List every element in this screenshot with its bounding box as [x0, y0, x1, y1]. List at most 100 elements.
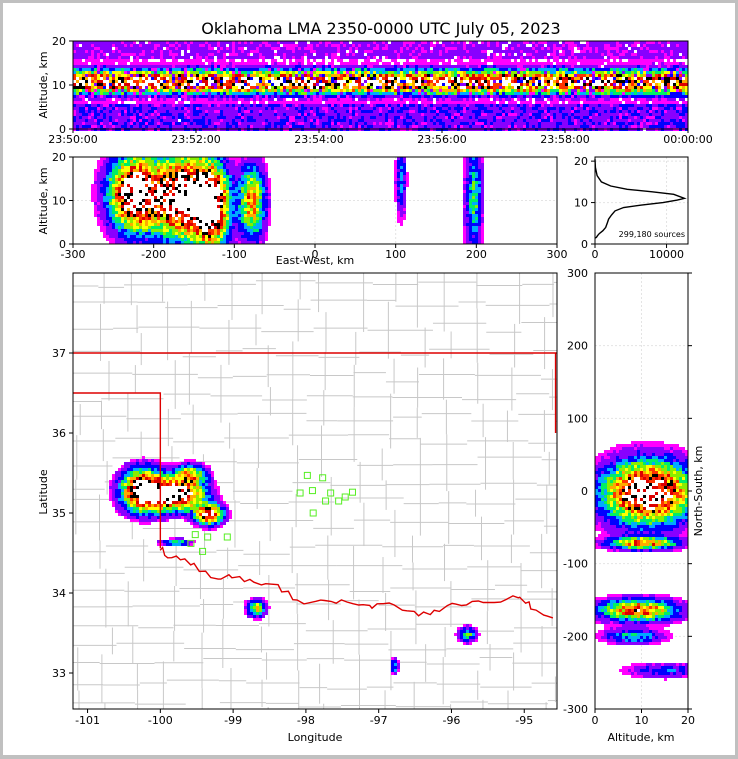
density-cell: [517, 125, 520, 128]
density-cell: [487, 71, 490, 74]
density-cell: [514, 68, 517, 71]
density-cell: [367, 116, 370, 119]
density-cell: [298, 44, 301, 47]
density-cell: [430, 44, 433, 47]
density-cell: [418, 122, 421, 125]
density-cell: [376, 68, 379, 71]
density-cell: [214, 122, 217, 125]
density-cell: [526, 53, 529, 56]
density-cell: [79, 113, 82, 116]
density-cell: [565, 122, 568, 125]
density-cell: [451, 110, 454, 113]
density-cell: [223, 56, 226, 59]
density-cell: [466, 89, 469, 92]
density-cell: [400, 74, 403, 77]
density-cell: [223, 62, 226, 65]
density-cell: [577, 47, 580, 50]
density-cell: [160, 89, 163, 92]
density-cell: [457, 89, 460, 92]
density-cell: [304, 47, 307, 50]
density-cell: [88, 44, 91, 47]
density-cell: [376, 89, 379, 92]
density-cell: [580, 125, 583, 128]
density-cell: [253, 119, 256, 122]
density-cell: [295, 107, 298, 110]
density-cell: [484, 65, 487, 68]
density-cell: [247, 44, 250, 47]
density-cell: [310, 74, 313, 77]
density-cell: [406, 50, 409, 53]
density-cell: [205, 74, 208, 77]
density-cell: [328, 44, 331, 47]
density-cell: [190, 104, 193, 107]
density-cell: [268, 41, 271, 44]
density-cell: [121, 110, 124, 113]
density-cell: [559, 107, 562, 110]
density-cell: [136, 86, 139, 89]
density-cell: [259, 98, 262, 101]
density-cell: [502, 50, 505, 53]
density-cell: [328, 107, 331, 110]
density-cell: [193, 113, 196, 116]
density-cell: [91, 50, 94, 53]
density-cell: [130, 89, 133, 92]
density-cell: [124, 107, 127, 110]
density-cell: [136, 107, 139, 110]
density-cell: [406, 125, 409, 128]
density-cell: [79, 68, 82, 71]
density-cell: [370, 41, 373, 44]
density-cell: [211, 95, 214, 98]
density-cell: [106, 95, 109, 98]
density-cell: [214, 65, 217, 68]
lma-figure: Oklahoma LMA 2350-0000 UTC July 05, 2023…: [37, 19, 713, 744]
density-cell: [517, 116, 520, 119]
density-cell: [562, 41, 565, 44]
density-cell: [496, 83, 499, 86]
density-cell: [520, 56, 523, 59]
density-cell: [523, 110, 526, 113]
density-cell: [517, 41, 520, 44]
density-cell: [208, 83, 211, 86]
density-cell: [313, 83, 316, 86]
density-cell: [169, 56, 172, 59]
density-cell: [202, 68, 205, 71]
density-cell: [352, 116, 355, 119]
density-cell: [262, 101, 265, 104]
density-cell: [532, 125, 535, 128]
density-cell: [397, 110, 400, 113]
density-cell: [253, 83, 256, 86]
density-cell: [178, 50, 181, 53]
density-cell: [169, 92, 172, 95]
density-cell: [169, 98, 172, 101]
density-cell: [136, 119, 139, 122]
density-cell: [376, 98, 379, 101]
density-cell: [151, 101, 154, 104]
density-cell: [349, 89, 352, 92]
density-cell: [139, 104, 142, 107]
density-cell: [211, 86, 214, 89]
density-cell: [244, 56, 247, 59]
density-cell: [130, 62, 133, 65]
density-cell: [301, 50, 304, 53]
density-cell: [208, 68, 211, 71]
density-cell: [313, 89, 316, 92]
density-cell: [361, 47, 364, 50]
density-cell: [454, 98, 457, 101]
density-cell: [439, 92, 442, 95]
density-cell: [352, 65, 355, 68]
density-cell: [373, 77, 376, 80]
density-cell: [460, 44, 463, 47]
density-cell: [103, 77, 106, 80]
density-cell: [277, 116, 280, 119]
density-cell: [571, 92, 574, 95]
density-cell: [517, 77, 520, 80]
density-cell: [91, 53, 94, 56]
density-cell: [133, 53, 136, 56]
density-cell: [421, 65, 424, 68]
density-cell: [334, 113, 337, 116]
density-cell: [376, 125, 379, 128]
density-cell: [487, 119, 490, 122]
density-cell: [304, 89, 307, 92]
density-cell: [274, 125, 277, 128]
density-cell: [76, 104, 79, 107]
